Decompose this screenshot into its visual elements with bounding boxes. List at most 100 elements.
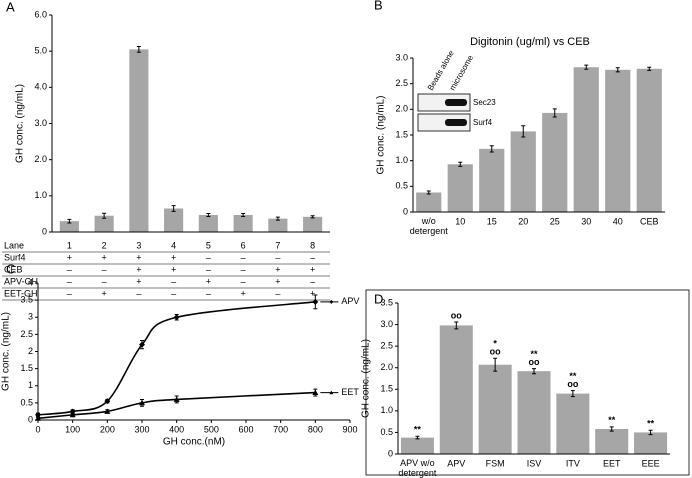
x-tick-label: 4	[171, 240, 176, 250]
bar	[416, 192, 442, 212]
condition-mark: –	[206, 264, 211, 274]
condition-mark: +	[240, 288, 245, 298]
x-tick-label: APV w/o detergent	[398, 458, 437, 478]
y-tick-label: 3.0	[34, 118, 47, 128]
data-point	[173, 396, 180, 402]
panel-label: D	[374, 291, 383, 306]
y-axis-label: GH conc. (ng/mL)	[361, 339, 372, 418]
condition-mark: +	[101, 252, 106, 262]
bar	[268, 218, 288, 232]
significance-mark: *	[493, 339, 497, 349]
x-tick-label: 15	[487, 216, 497, 226]
condition-mark: +	[275, 276, 280, 286]
bar	[400, 437, 434, 454]
x-tick-label: 600	[238, 424, 253, 434]
error-bar	[648, 429, 653, 436]
x-tick-label: 5	[206, 240, 211, 250]
error-bar	[67, 218, 72, 224]
significance-mark: **	[530, 349, 538, 359]
condition-mark: –	[67, 264, 72, 274]
error-bar	[310, 215, 315, 219]
data-point	[173, 314, 180, 321]
row-label: CEB	[4, 264, 23, 274]
error-bar	[584, 64, 589, 70]
error-bar	[275, 216, 280, 221]
condition-mark: –	[241, 264, 246, 274]
error-bar	[171, 205, 176, 212]
y-tick-label: 0	[28, 414, 33, 424]
x-tick-label: 7	[275, 240, 280, 250]
y-tick-label: 5.0	[34, 46, 47, 56]
y-tick-label: 2.0	[34, 154, 47, 164]
bar	[605, 69, 631, 212]
condition-mark: –	[136, 288, 141, 298]
error-bar	[136, 45, 141, 53]
condition-mark: +	[310, 264, 315, 274]
y-tick-label: 2.0	[380, 362, 393, 372]
bar	[233, 215, 253, 232]
bar	[129, 49, 149, 232]
condition-mark: +	[275, 264, 280, 274]
error-bar	[426, 190, 431, 195]
error-bar	[493, 357, 498, 372]
significance-mark: oo	[529, 357, 540, 367]
data-point	[69, 411, 76, 418]
x-tick-label: 900	[342, 424, 357, 434]
y-tick-label: 1.0	[395, 155, 408, 165]
error-bar	[415, 435, 420, 440]
error-bar	[102, 212, 107, 219]
error-bar	[647, 66, 652, 71]
x-tick-label: 400	[169, 424, 184, 434]
bar	[510, 131, 536, 212]
condition-mark: –	[206, 288, 211, 298]
x-tick-label: ISV	[527, 458, 542, 468]
x-tick-label: 700	[273, 424, 288, 434]
x-tick-label: 100	[65, 424, 80, 434]
y-tick-label: 3.0	[395, 52, 408, 62]
error-bar	[609, 426, 614, 432]
panel-d-frame	[365, 289, 690, 476]
x-tick-label: 300	[134, 424, 149, 434]
blot-band	[445, 99, 467, 106]
x-tick-label: CEB	[640, 216, 659, 226]
condition-mark: +	[136, 276, 141, 286]
y-tick-label: 6.0	[34, 9, 47, 19]
data-point	[69, 408, 76, 415]
x-tick-label: 8	[310, 240, 315, 250]
significance-mark: oo	[490, 347, 501, 357]
y-tick-label: 2.5	[20, 329, 33, 339]
legend-marker	[329, 299, 334, 304]
y-axis-label: GH conc. (ng/mL)	[376, 96, 387, 175]
data-point	[312, 298, 319, 305]
y-tick-label: 0	[403, 206, 408, 216]
x-tick-label: 40	[613, 216, 623, 226]
x-tick-label: 500	[204, 424, 219, 434]
bar	[303, 216, 323, 232]
condition-mark: –	[241, 252, 246, 262]
y-tick-label: 3.5	[20, 295, 33, 305]
bar	[636, 68, 662, 212]
blot-band	[445, 119, 467, 126]
data-point	[104, 408, 111, 414]
y-tick-label: 4	[28, 277, 33, 287]
error-bar	[454, 321, 459, 330]
bar	[573, 67, 599, 213]
error-bar	[532, 368, 536, 375]
y-tick-label: 0.5	[395, 181, 408, 191]
y-tick-label: 1.0	[380, 405, 393, 415]
condition-mark: +	[310, 288, 315, 298]
y-tick-label: 2	[28, 346, 33, 356]
condition-mark: –	[171, 276, 176, 286]
x-tick-label: 20	[518, 216, 528, 226]
data-point	[312, 389, 319, 395]
category-label-box: w/o detergent	[410, 216, 448, 236]
y-tick-label: 4.0	[34, 82, 47, 92]
x-tick-label: 2	[102, 240, 107, 250]
y-tick-label: 1.5	[380, 384, 393, 394]
condition-mark: +	[67, 252, 72, 262]
bar	[556, 393, 590, 454]
significance-mark: oo	[567, 379, 578, 389]
condition-mark: –	[310, 276, 315, 286]
data-point	[139, 399, 145, 406]
bar	[479, 148, 505, 212]
